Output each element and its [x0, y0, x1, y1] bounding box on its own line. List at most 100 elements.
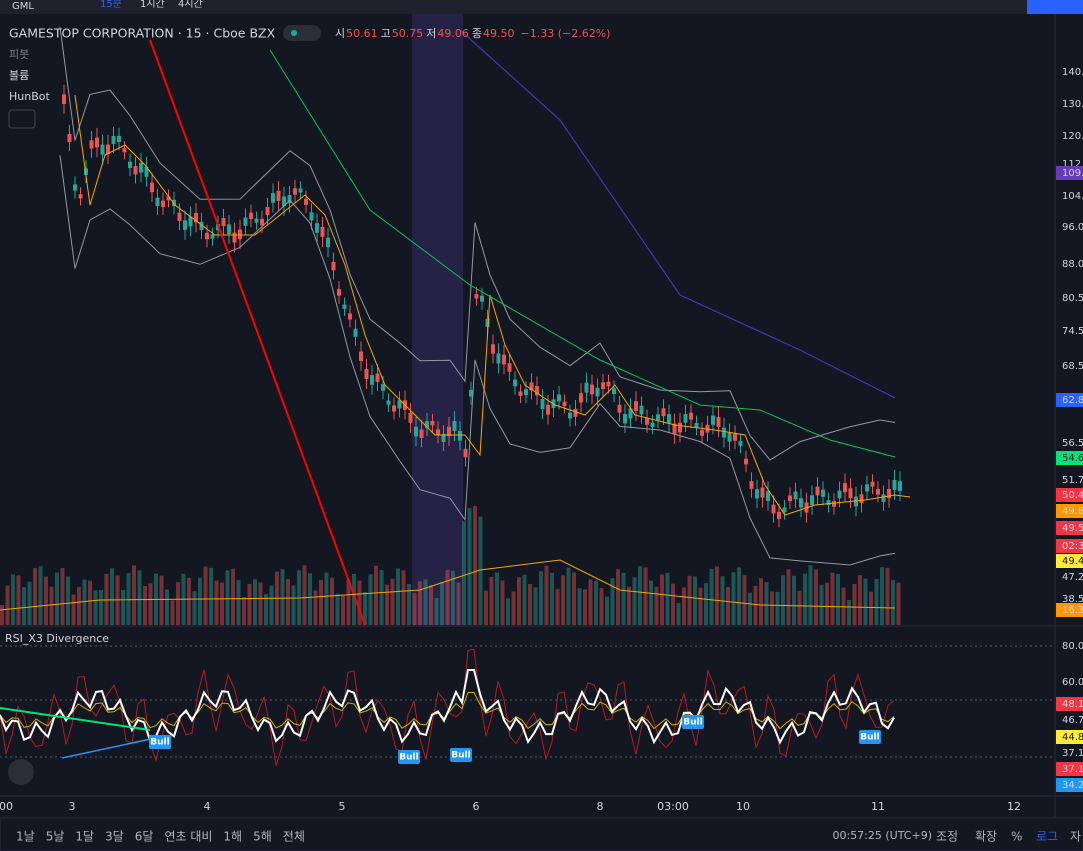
- candle-body: [672, 423, 677, 434]
- collapse-button[interactable]: [8, 109, 36, 129]
- volume-bar: [572, 572, 576, 625]
- price-label: 47.2: [1062, 572, 1083, 583]
- interval[interactable]: 4시간: [178, 0, 203, 10]
- candle-body: [128, 161, 132, 169]
- signal-label: Bull: [860, 733, 879, 743]
- candle-body: [298, 188, 303, 193]
- volume-bar: [77, 586, 81, 625]
- candle-body: [485, 318, 490, 327]
- volume-average: [0, 559, 896, 611]
- candle-body: [304, 198, 308, 205]
- candle-body: [870, 481, 875, 487]
- volume-bar: [88, 580, 92, 625]
- volume-bar: [693, 576, 697, 625]
- candle-body: [766, 491, 770, 502]
- volume-bar: [55, 572, 59, 625]
- price-label: 109.: [1062, 168, 1083, 179]
- price-label: 80.5: [1062, 293, 1083, 304]
- interval[interactable]: 15분: [100, 0, 122, 10]
- candle-body: [568, 412, 572, 419]
- scale-option[interactable]: 확장: [975, 830, 997, 844]
- volume-bar: [550, 572, 554, 625]
- candle-body: [518, 391, 523, 396]
- volume-bar: [396, 568, 400, 625]
- rsi-badge: [1056, 697, 1083, 711]
- candle-body: [854, 496, 858, 507]
- volume-bar: [16, 575, 21, 625]
- volume-bar: [247, 583, 252, 625]
- candle-body: [480, 295, 484, 302]
- price-badge: [1056, 393, 1083, 407]
- candle-body: [749, 481, 754, 489]
- candle-body: [359, 351, 363, 361]
- volume-bar: [319, 579, 323, 625]
- candle-body: [887, 488, 891, 499]
- volume-bar: [605, 596, 609, 625]
- candle-body: [738, 441, 743, 446]
- range-button[interactable]: 5날: [46, 830, 65, 844]
- time-label: 10: [736, 800, 750, 813]
- symbol[interactable]: GML: [12, 1, 34, 12]
- candle-body: [788, 495, 792, 502]
- volume-bar: [775, 591, 780, 625]
- time-label: 3: [69, 800, 76, 813]
- volume-bar: [792, 575, 796, 625]
- candle-body: [210, 234, 215, 239]
- candle-body: [441, 433, 446, 442]
- range-button[interactable]: 1해: [223, 830, 242, 844]
- scale-option[interactable]: %: [1011, 830, 1022, 844]
- candle-body: [227, 224, 231, 234]
- scale-option[interactable]: 조정: [936, 830, 958, 844]
- volume-bar: [682, 587, 686, 625]
- candle-body: [408, 412, 413, 423]
- scale-option[interactable]: 로그: [1036, 830, 1058, 844]
- candle-body: [491, 344, 495, 354]
- range-button[interactable]: 5해: [253, 830, 272, 844]
- volume-bar: [352, 573, 356, 625]
- volume-bar: [649, 580, 653, 625]
- bottom-bar: [0, 817, 1083, 851]
- volume-bar: [770, 591, 774, 625]
- volume-bar: [132, 565, 136, 625]
- volume-bar: [346, 579, 351, 625]
- price-badge: [1056, 166, 1083, 180]
- rsi-badge: [1056, 762, 1083, 776]
- ohlc-close-label: 종: [472, 27, 482, 40]
- range-button[interactable]: 전체: [283, 830, 305, 844]
- price-badge: [1056, 488, 1083, 502]
- volume-bar: [82, 579, 87, 625]
- volume-bar: [610, 578, 615, 625]
- volume-bar: [517, 577, 521, 625]
- time-label: 12: [1007, 800, 1021, 813]
- volume-bar: [93, 590, 98, 625]
- range-button[interactable]: 1날: [16, 830, 35, 844]
- scale-option[interactable]: 자: [1070, 830, 1081, 844]
- candle-body: [524, 389, 528, 396]
- volume-bar: [478, 516, 483, 625]
- candle-body: [254, 218, 259, 223]
- candle-body: [513, 379, 517, 387]
- volume-bar: [176, 582, 180, 625]
- candle-body: [837, 490, 842, 499]
- legend-item[interactable]: HunBot: [9, 90, 50, 103]
- interval[interactable]: 1시간: [140, 0, 165, 10]
- legend-item[interactable]: 볼륨: [9, 69, 29, 82]
- volume-bar: [286, 578, 290, 625]
- candle-body: [238, 229, 242, 240]
- range-button[interactable]: 3달: [105, 830, 124, 844]
- candle-body: [843, 483, 847, 493]
- range-button[interactable]: 1달: [75, 830, 94, 844]
- trade-button[interactable]: [1027, 0, 1083, 14]
- range-button[interactable]: 6달: [135, 830, 154, 844]
- volume-bar: [583, 589, 587, 625]
- volume-bar: [269, 585, 274, 625]
- volume-bar: [671, 583, 675, 625]
- range-button[interactable]: 연초 대비: [164, 830, 212, 844]
- candle-body: [892, 479, 897, 490]
- candle-body: [579, 393, 583, 403]
- volume-bar: [198, 577, 202, 625]
- legend-item[interactable]: 피봇: [9, 48, 29, 61]
- signal-badge: [682, 715, 704, 729]
- volume-bar: [401, 570, 406, 625]
- price-label: 54.6: [1062, 453, 1083, 464]
